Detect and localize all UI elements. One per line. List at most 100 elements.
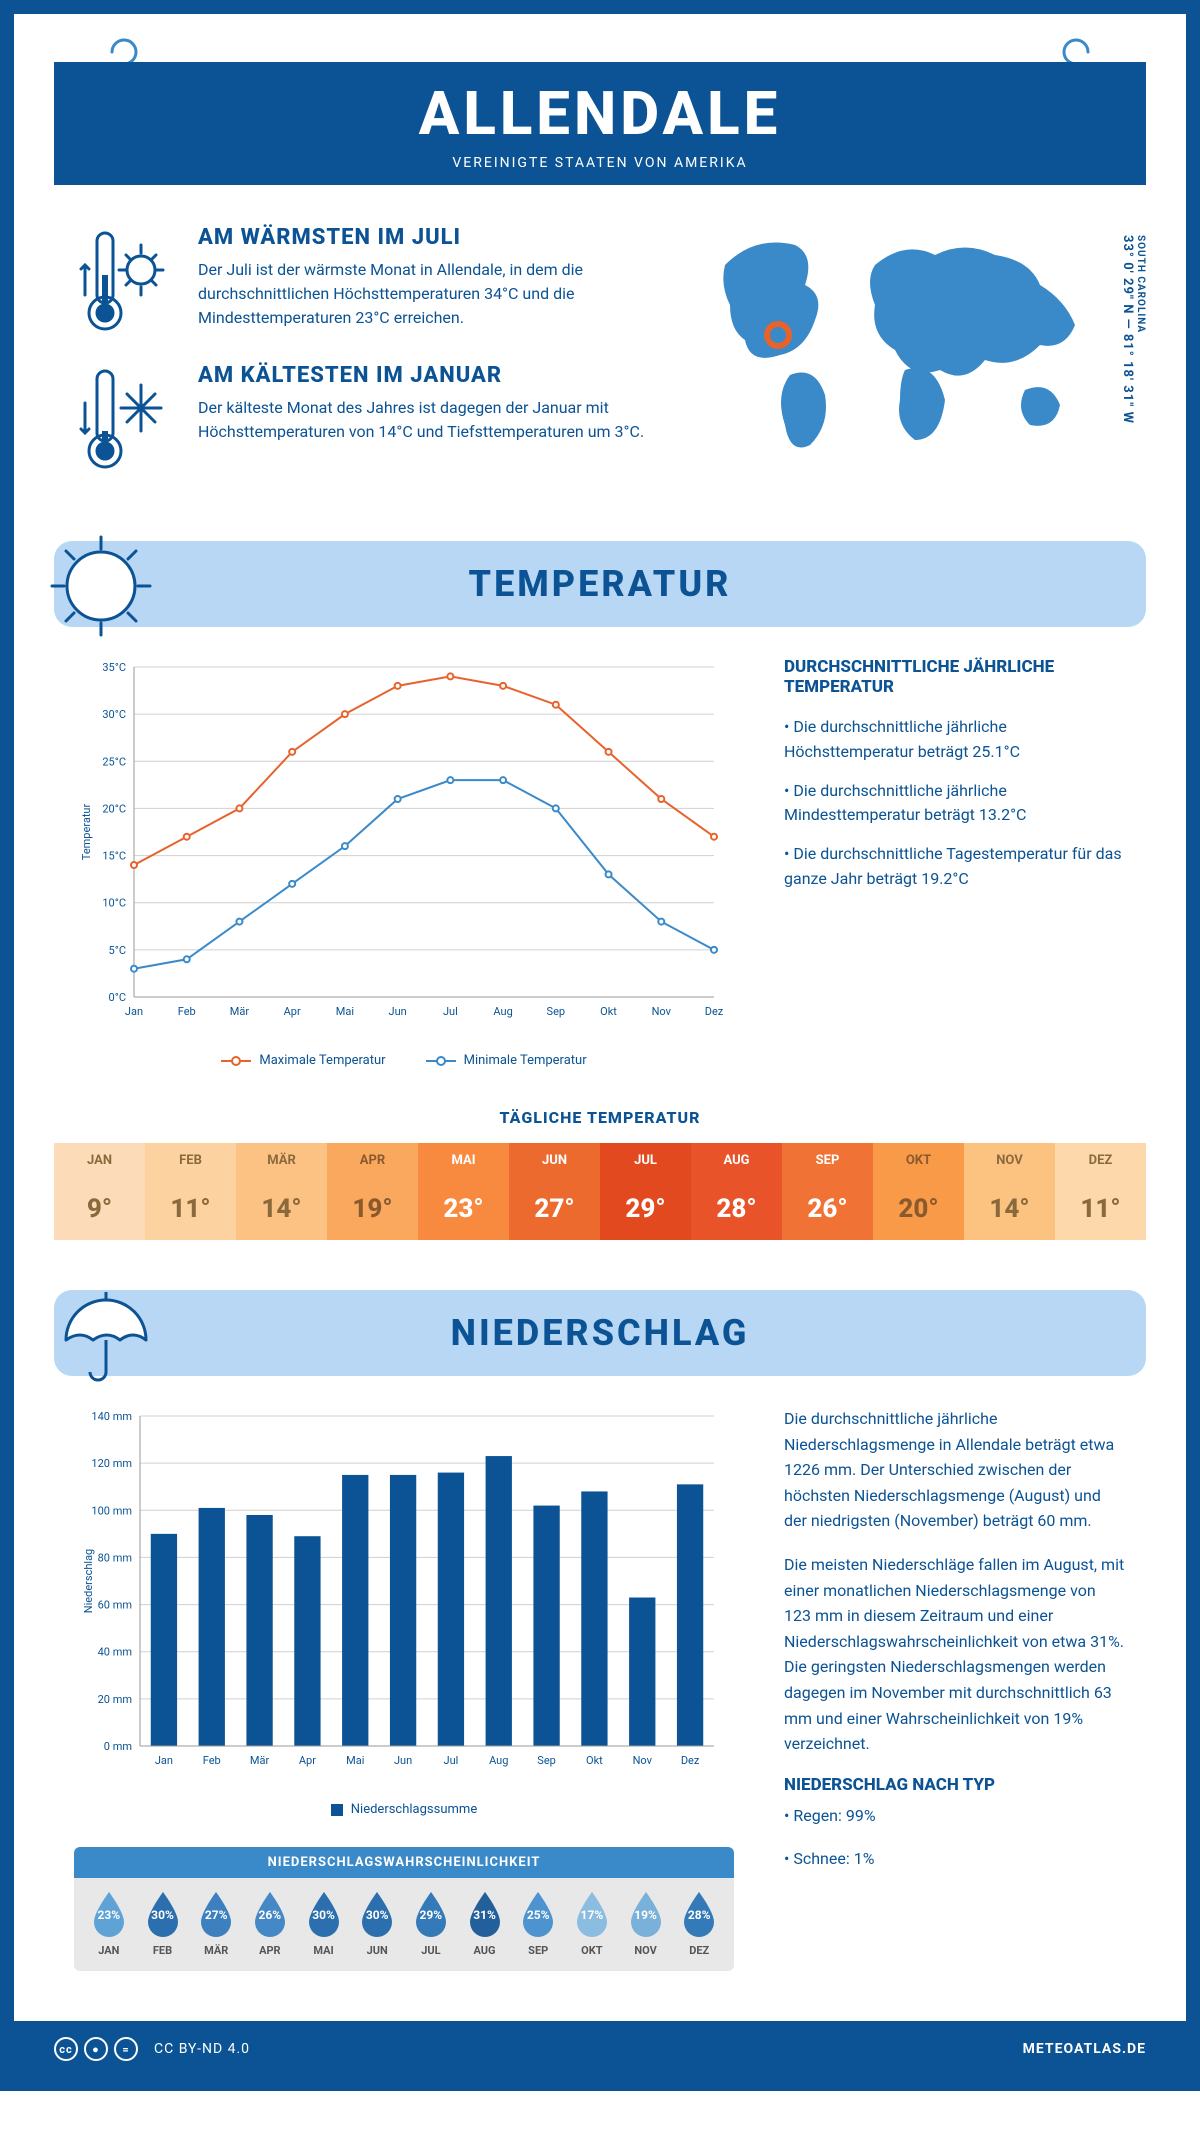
probability-cell: 27% MÄR bbox=[189, 1890, 243, 1957]
svg-text:20°C: 20°C bbox=[102, 802, 126, 815]
svg-text:30°C: 30°C bbox=[102, 708, 126, 721]
svg-text:0°C: 0°C bbox=[109, 991, 126, 1004]
svg-text:Okt: Okt bbox=[586, 1754, 603, 1767]
svg-text:80 mm: 80 mm bbox=[98, 1551, 132, 1564]
warmest-fact: AM WÄRMSTEN IM JULI Der Juli ist der wär… bbox=[74, 225, 654, 335]
svg-text:Jun: Jun bbox=[394, 1754, 412, 1767]
thermometer-hot-icon bbox=[74, 225, 174, 335]
precipitation-legend: Niederschlagssumme bbox=[74, 1802, 734, 1817]
daily-cell: NOV 14° bbox=[964, 1143, 1055, 1240]
daily-cell: APR 19° bbox=[327, 1143, 418, 1240]
sun-icon bbox=[46, 531, 166, 645]
warmest-title: AM WÄRMSTEN IM JULI bbox=[198, 225, 654, 250]
svg-text:Jun: Jun bbox=[389, 1005, 407, 1018]
coldest-text: Der kälteste Monat des Jahres ist dagege… bbox=[198, 396, 654, 444]
daily-cell: JUL 29° bbox=[600, 1143, 691, 1240]
svg-text:Temperatur: Temperatur bbox=[80, 804, 93, 861]
svg-text:Dez: Dez bbox=[681, 1754, 700, 1767]
probability-cell: 28% DEZ bbox=[672, 1890, 726, 1957]
country-subtitle: VEREINIGTE STAATEN VON AMERIKA bbox=[54, 155, 1146, 171]
svg-text:Apr: Apr bbox=[284, 1005, 301, 1018]
svg-text:100 mm: 100 mm bbox=[91, 1504, 132, 1517]
temperature-line-chart: 0°C5°C10°C15°C20°C25°C30°C35°CJanFebMärA… bbox=[74, 657, 734, 1037]
daily-cell: SEP 26° bbox=[782, 1143, 873, 1240]
world-map-icon bbox=[695, 225, 1115, 465]
raindrop-icon: 25% bbox=[519, 1890, 557, 1938]
svg-text:Sep: Sep bbox=[537, 1754, 556, 1767]
daily-temperature-title: TÄGLICHE TEMPERATUR bbox=[14, 1108, 1186, 1127]
raindrop-icon: 30% bbox=[358, 1890, 396, 1938]
by-icon: ● bbox=[84, 2037, 108, 2061]
svg-text:Aug: Aug bbox=[493, 1005, 512, 1018]
probability-cell: 30% JUN bbox=[350, 1890, 404, 1957]
svg-text:Jan: Jan bbox=[155, 1754, 173, 1767]
temperature-summary: DURCHSCHNITTLICHE JÄHRLICHE TEMPERATUR •… bbox=[784, 657, 1126, 1068]
raindrop-icon: 26% bbox=[251, 1890, 289, 1938]
probability-cell: 17% OKT bbox=[565, 1890, 619, 1957]
svg-text:Mai: Mai bbox=[346, 1754, 364, 1767]
svg-text:10°C: 10°C bbox=[102, 897, 126, 910]
thermometer-cold-icon bbox=[74, 363, 174, 473]
warmest-text: Der Juli ist der wärmste Monat in Allend… bbox=[198, 258, 654, 330]
daily-cell: FEB 11° bbox=[145, 1143, 236, 1240]
precipitation-section-header: NIEDERSCHLAG bbox=[54, 1290, 1146, 1376]
raindrop-icon: 30% bbox=[305, 1890, 343, 1938]
svg-text:15°C: 15°C bbox=[102, 850, 126, 863]
probability-cell: 30% MAI bbox=[297, 1890, 351, 1957]
svg-text:Jul: Jul bbox=[444, 1754, 459, 1767]
nd-icon: = bbox=[114, 2037, 138, 2061]
daily-cell: JAN 9° bbox=[54, 1143, 145, 1240]
svg-text:Jan: Jan bbox=[125, 1005, 143, 1018]
raindrop-icon: 27% bbox=[197, 1890, 235, 1938]
probability-cell: 30% FEB bbox=[136, 1890, 190, 1957]
svg-text:35°C: 35°C bbox=[102, 661, 126, 674]
coordinates: SOUTH CAROLINA 33° 0' 29" N — 81° 18' 31… bbox=[1120, 235, 1146, 424]
daily-cell: OKT 20° bbox=[873, 1143, 964, 1240]
svg-text:60 mm: 60 mm bbox=[98, 1599, 132, 1612]
raindrop-icon: 31% bbox=[466, 1890, 504, 1938]
svg-text:Niederschlag: Niederschlag bbox=[82, 1549, 95, 1613]
svg-text:40 mm: 40 mm bbox=[98, 1646, 132, 1659]
daily-cell: MAI 23° bbox=[418, 1143, 509, 1240]
raindrop-icon: 28% bbox=[680, 1890, 718, 1938]
svg-text:Feb: Feb bbox=[203, 1754, 221, 1767]
probability-cell: 23% JAN bbox=[82, 1890, 136, 1957]
raindrop-icon: 23% bbox=[90, 1890, 128, 1938]
svg-text:25°C: 25°C bbox=[102, 755, 126, 768]
svg-text:Mär: Mär bbox=[250, 1754, 270, 1767]
cc-icon: cc bbox=[54, 2037, 78, 2061]
probability-cell: 29% JUL bbox=[404, 1890, 458, 1957]
temperature-legend: Maximale Temperatur Minimale Temperatur bbox=[74, 1053, 734, 1068]
coldest-title: AM KÄLTESTEN IM JANUAR bbox=[198, 363, 654, 388]
svg-text:Nov: Nov bbox=[633, 1754, 653, 1767]
svg-text:5°C: 5°C bbox=[109, 944, 126, 957]
svg-text:20 mm: 20 mm bbox=[98, 1693, 132, 1706]
svg-text:Mär: Mär bbox=[230, 1005, 250, 1018]
probability-cell: 31% AUG bbox=[458, 1890, 512, 1957]
svg-text:Nov: Nov bbox=[652, 1005, 672, 1018]
precipitation-probability-box: NIEDERSCHLAGSWAHRSCHEINLICHKEIT 23% JAN … bbox=[74, 1847, 734, 1971]
city-title: ALLENDALE bbox=[54, 78, 1146, 149]
cc-license: cc ● = CC BY-ND 4.0 bbox=[54, 2037, 250, 2061]
precipitation-title: NIEDERSCHLAG bbox=[54, 1312, 1146, 1354]
daily-temperature-strip: JAN 9° FEB 11° MÄR 14° APR 19° MAI 23° J… bbox=[54, 1143, 1146, 1240]
svg-text:Aug: Aug bbox=[489, 1754, 508, 1767]
svg-text:Jul: Jul bbox=[443, 1005, 458, 1018]
svg-text:Apr: Apr bbox=[299, 1754, 316, 1767]
daily-cell: JUN 27° bbox=[509, 1143, 600, 1240]
svg-text:120 mm: 120 mm bbox=[91, 1457, 132, 1470]
precipitation-bar-chart: 0 mm 20 mm 40 mm 60 mm 80 mm 100 mm 120 mm 140 … bbox=[74, 1406, 734, 1786]
umbrella-icon bbox=[46, 1280, 166, 1394]
probability-cell: 19% NOV bbox=[619, 1890, 673, 1957]
probability-cell: 25% SEP bbox=[511, 1890, 565, 1957]
temperature-title: TEMPERATUR bbox=[54, 563, 1146, 605]
svg-text:140 mm: 140 mm bbox=[91, 1410, 132, 1423]
header-banner: ALLENDALE VEREINIGTE STAATEN VON AMERIKA bbox=[14, 14, 1186, 185]
svg-text:0 mm: 0 mm bbox=[104, 1740, 132, 1753]
svg-text:Sep: Sep bbox=[547, 1005, 566, 1018]
daily-cell: DEZ 11° bbox=[1055, 1143, 1146, 1240]
probability-cell: 26% APR bbox=[243, 1890, 297, 1957]
svg-text:Okt: Okt bbox=[600, 1005, 617, 1018]
daily-cell: AUG 28° bbox=[691, 1143, 782, 1240]
raindrop-icon: 29% bbox=[412, 1890, 450, 1938]
